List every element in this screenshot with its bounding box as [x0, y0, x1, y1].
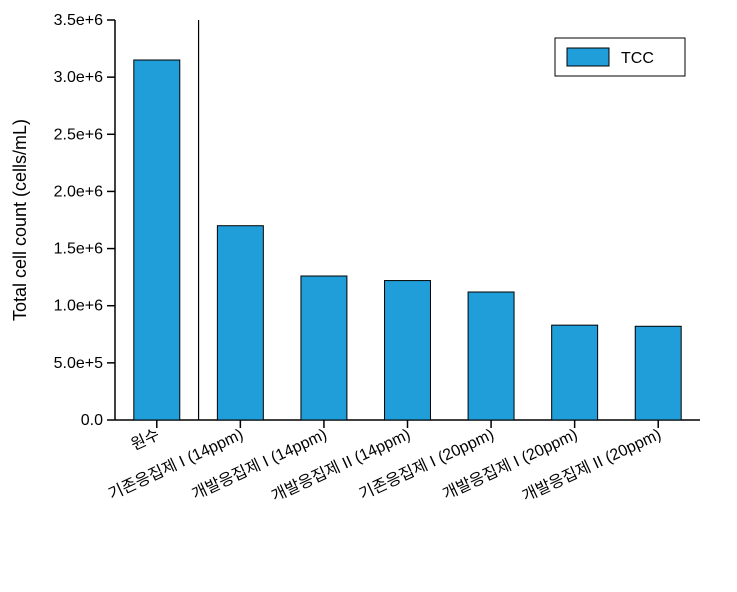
y-axis-label: Total cell count (cells/mL) [10, 119, 30, 321]
bar [635, 326, 681, 420]
y-tick-label: 0.0 [81, 412, 103, 429]
bar [301, 276, 347, 420]
bar [134, 60, 180, 420]
bar [468, 292, 514, 420]
x-category-label: 개발응집제 II (14ppm) [269, 425, 413, 505]
bar [217, 226, 263, 420]
y-tick-label: 3.0e+6 [54, 69, 103, 86]
y-tick-label: 5.0e+5 [54, 355, 103, 372]
x-category-label: 개발응집제 I (14ppm) [189, 425, 329, 503]
y-tick-label: 2.5e+6 [54, 126, 103, 143]
chart-container: 0.0 5.0e+5 1.0e+6 1.5e+6 2.0e+6 2.5e+6 3.0e+6 3… [0, 0, 737, 592]
x-category-label: 개발응집제 I (20ppm) [440, 425, 580, 503]
bar [385, 281, 431, 420]
legend-label: TCC [621, 50, 654, 67]
y-tick-label: 1.0e+6 [54, 298, 103, 315]
y-tick-label: 2.0e+6 [54, 183, 103, 200]
y-tick-label: 3.5e+6 [54, 12, 103, 29]
y-tick-label: 1.5e+6 [54, 241, 103, 258]
x-category-label: 원수 [128, 425, 162, 454]
x-category-label: 기존응집제 I (14ppm) [106, 425, 246, 503]
x-category-label: 개발응집제 II (20ppm) [519, 425, 663, 505]
bar-chart: 0.0 5.0e+5 1.0e+6 1.5e+6 2.0e+6 2.5e+6 3.0e+6 3… [0, 0, 737, 592]
legend-swatch [567, 48, 609, 66]
bar [552, 325, 598, 420]
x-category-label: 기존응집제 I (20ppm) [356, 425, 496, 503]
